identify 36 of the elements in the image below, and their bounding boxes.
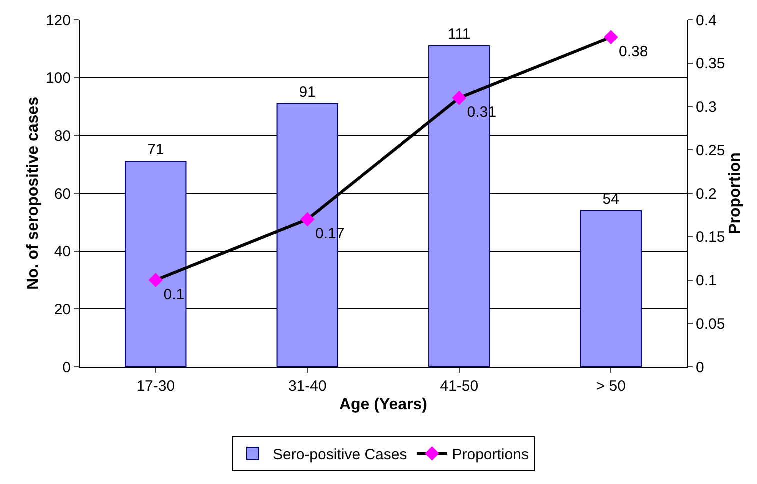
y2-tick-label: 0.2 (696, 186, 717, 203)
y2-tick-label: 0.05 (696, 316, 726, 333)
y2-tick-label: 0.3 (696, 99, 717, 116)
y2-tick-label: 0.15 (696, 229, 726, 246)
y-tick-label: 120 (46, 12, 71, 30)
data-label: 0.38 (619, 43, 648, 60)
data-label: 71 (148, 142, 164, 159)
y-axis-title: No. of seropositive cases (25, 96, 42, 290)
bar (125, 161, 187, 367)
y-tick-label: 40 (54, 244, 71, 261)
point (452, 90, 467, 106)
x-tick-label: 31-40 (288, 378, 327, 395)
point (300, 212, 315, 227)
point (604, 30, 618, 44)
y-tick-label: 100 (46, 70, 71, 88)
bar (580, 210, 642, 367)
x-axis-title: Age (Years) (339, 396, 428, 414)
data-label: 91 (299, 84, 316, 101)
x-tick-label: 41-50 (440, 378, 479, 395)
legend-label: Proportions (452, 446, 529, 464)
x-tick-label: > 50 (596, 378, 626, 395)
x-tick-label: 17-30 (136, 378, 176, 395)
y2-tick-label: 0.25 (696, 142, 726, 160)
y2-tick-label: 0.1 (696, 272, 717, 290)
y2-axis-title: Proportion (727, 152, 744, 234)
y-tick-label: 80 (54, 128, 71, 145)
legend-label: Sero-positive Cases (273, 446, 408, 464)
y-tick-label: 0 (62, 359, 71, 376)
data-label: 111 (448, 26, 471, 44)
y2-tick-label: 0 (696, 359, 704, 376)
data-label: 0.1 (164, 286, 185, 304)
y2-tick-label: 0.35 (696, 56, 726, 73)
point (148, 273, 164, 288)
y-tick-label: 20 (54, 301, 71, 318)
y-tick-label: 60 (54, 186, 71, 203)
y2-tick-label: 0.4 (696, 12, 717, 30)
